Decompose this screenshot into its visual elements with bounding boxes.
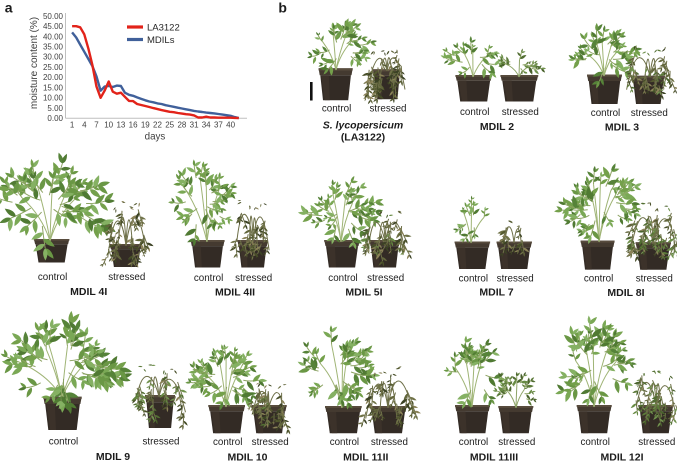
svg-text:(LA3122): (LA3122) [341, 132, 385, 144]
svg-text:stressed: stressed [638, 437, 675, 448]
svg-text:stressed: stressed [371, 437, 408, 448]
svg-text:stressed: stressed [498, 437, 535, 448]
svg-text:stressed: stressed [369, 104, 406, 115]
svg-text:control: control [49, 437, 78, 448]
svg-text:35.00: 35.00 [43, 43, 64, 52]
svg-text:5.00: 5.00 [47, 104, 63, 113]
svg-text:MDIL 11II: MDIL 11II [343, 452, 388, 464]
svg-text:control: control [459, 274, 488, 285]
svg-text:50.00: 50.00 [43, 12, 64, 21]
svg-text:control: control [591, 108, 620, 119]
svg-text:MDIL 10: MDIL 10 [227, 452, 267, 464]
svg-text:34: 34 [202, 121, 211, 130]
svg-text:1: 1 [70, 121, 75, 130]
svg-text:control: control [460, 107, 489, 118]
svg-text:a: a [5, 0, 13, 16]
svg-text:stressed: stressed [252, 437, 289, 448]
svg-text:stressed: stressed [142, 437, 179, 448]
svg-text:MDIL 8I: MDIL 8I [607, 287, 644, 299]
svg-text:control: control [38, 272, 67, 283]
svg-text:stressed: stressed [502, 107, 539, 118]
svg-text:control: control [584, 274, 613, 285]
svg-text:stressed: stressed [367, 273, 404, 284]
svg-text:b: b [278, 0, 287, 16]
svg-text:control: control [328, 273, 357, 284]
svg-text:MDIL 7: MDIL 7 [479, 287, 513, 299]
svg-text:25.00: 25.00 [43, 63, 64, 72]
svg-text:control: control [194, 273, 223, 284]
svg-text:LA3122: LA3122 [147, 23, 180, 34]
svg-text:20.00: 20.00 [43, 73, 64, 82]
svg-text:MDIL 2: MDIL 2 [480, 121, 514, 133]
svg-text:stressed: stressed [636, 274, 673, 285]
svg-text:31: 31 [190, 121, 199, 130]
svg-text:19: 19 [141, 121, 150, 130]
svg-text:stressed: stressed [108, 272, 145, 283]
svg-text:28: 28 [177, 121, 186, 130]
svg-text:moisture content (%): moisture content (%) [29, 17, 40, 109]
svg-text:control: control [330, 437, 359, 448]
svg-text:45.00: 45.00 [43, 22, 64, 31]
svg-text:control: control [213, 437, 242, 448]
svg-text:stressed: stressed [497, 274, 534, 285]
svg-text:MDIL 4II: MDIL 4II [215, 287, 255, 299]
svg-text:7: 7 [94, 121, 99, 130]
svg-text:S. lycopersicum: S. lycopersicum [323, 120, 404, 132]
svg-text:days: days [145, 132, 166, 143]
svg-text:MDIL 9: MDIL 9 [96, 451, 130, 463]
svg-text:37: 37 [214, 121, 223, 130]
svg-text:MDIL 4I: MDIL 4I [70, 286, 107, 298]
svg-text:30.00: 30.00 [43, 53, 64, 62]
svg-text:10: 10 [104, 121, 113, 130]
svg-text:0.00: 0.00 [47, 114, 63, 123]
svg-text:control: control [580, 437, 609, 448]
svg-text:40.00: 40.00 [43, 32, 64, 41]
svg-text:13: 13 [116, 121, 125, 130]
svg-text:MDIL 12I: MDIL 12I [601, 452, 644, 464]
svg-text:MDIL 3: MDIL 3 [605, 122, 639, 134]
svg-text:40: 40 [226, 121, 235, 130]
svg-text:16: 16 [129, 121, 138, 130]
svg-text:MDIL 5I: MDIL 5I [345, 287, 382, 299]
svg-text:22: 22 [153, 121, 162, 130]
svg-text:stressed: stressed [631, 108, 668, 119]
svg-text:MDIL 11III: MDIL 11III [470, 452, 518, 464]
svg-text:stressed: stressed [235, 273, 272, 284]
svg-text:25: 25 [165, 121, 174, 130]
svg-text:15.00: 15.00 [43, 83, 64, 92]
svg-text:MDILs: MDILs [147, 35, 175, 46]
svg-text:4: 4 [82, 121, 87, 130]
svg-text:10.00: 10.00 [43, 94, 64, 103]
svg-text:control: control [459, 437, 488, 448]
svg-text:control: control [322, 104, 351, 115]
